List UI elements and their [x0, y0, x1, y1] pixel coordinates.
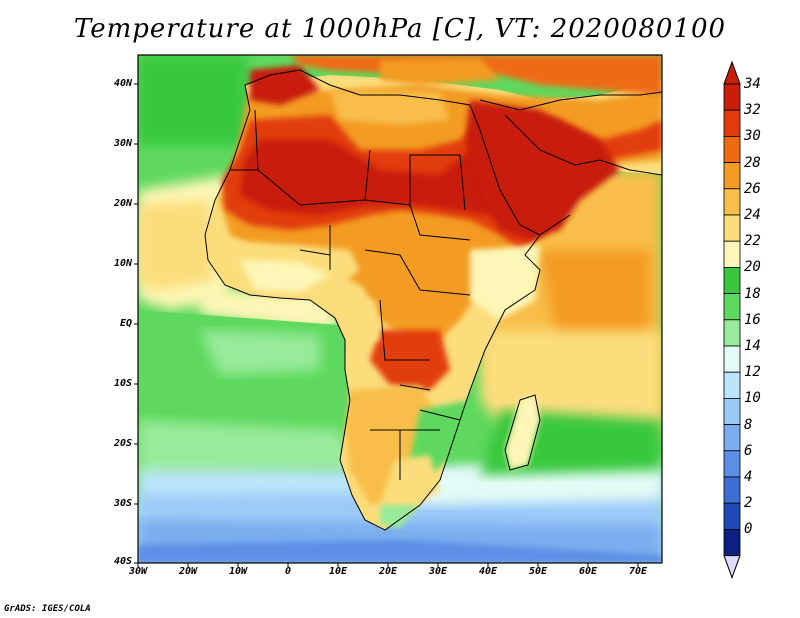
- lon-label: 20E: [378, 566, 398, 577]
- colorbar-swatch: [723, 450, 741, 478]
- colorbar-swatch: [723, 319, 741, 347]
- colorbar-swatch: [723, 371, 741, 399]
- colorbar-swatch: [723, 476, 741, 504]
- lon-label: 60E: [578, 566, 598, 577]
- lat-label: 30S: [113, 498, 132, 509]
- lat-label: 10N: [113, 258, 132, 269]
- colorbar-label: 6: [744, 442, 753, 459]
- colorbar-label: 14: [744, 338, 761, 354]
- lat-label: 40S: [113, 556, 132, 567]
- colorbar-label: 4: [744, 469, 753, 485]
- colorbar-swatch: [723, 135, 741, 163]
- colorbar: [723, 60, 741, 580]
- colorbar-top-arrow: [723, 60, 741, 85]
- colorbar-label: 8: [744, 416, 753, 433]
- colorbar-label: 16: [744, 311, 761, 328]
- colorbar-swatch: [723, 83, 741, 111]
- lon-label: 10W: [228, 566, 248, 577]
- colorbar-label: 18: [744, 285, 761, 302]
- coastlines: [204, 69, 662, 531]
- colorbar-label: 12: [744, 364, 761, 381]
- lon-label: 30E: [428, 566, 448, 577]
- temperature-field: [138, 55, 662, 563]
- colorbar-swatch: [723, 293, 741, 321]
- lat-label: 20N: [113, 198, 132, 209]
- colorbar-swatch: [723, 502, 741, 530]
- lon-label: 30W: [128, 566, 148, 577]
- axis-ticks: [134, 83, 639, 567]
- colorbar-label: 26: [744, 180, 761, 197]
- colorbar-swatch: [723, 424, 741, 452]
- lat-label: 30N: [113, 138, 132, 149]
- lon-label: 20W: [178, 566, 198, 577]
- colorbar-swatch: [723, 240, 741, 268]
- colorbar-label: 2: [744, 495, 753, 512]
- colorbar-swatch: [723, 162, 741, 190]
- colorbar-swatch: [723, 397, 741, 425]
- colorbar-label: 22: [744, 233, 761, 250]
- colorbar-label: 0: [744, 521, 753, 538]
- colorbar-label: 32: [744, 102, 761, 119]
- colorbar-label: 28: [744, 154, 761, 171]
- colorbar-label: 34: [744, 76, 761, 92]
- colorbar-swatch: [723, 266, 741, 294]
- footer-credit: GrADS: IGES/COLA: [4, 604, 91, 614]
- colorbar-bottom-arrow: [723, 555, 741, 580]
- colorbar-label: 30: [744, 128, 761, 145]
- colorbar-swatch: [723, 529, 741, 557]
- lon-label: 10E: [328, 566, 348, 577]
- lat-label: 10S: [113, 378, 132, 389]
- lat-label: EQ: [119, 318, 132, 329]
- lat-label: 20S: [113, 438, 132, 449]
- colorbar-swatch: [723, 188, 741, 216]
- colorbar-label: 20: [744, 259, 761, 276]
- lon-label: 70E: [628, 566, 648, 577]
- chart-title: Temperature at 1000hPa [C], VT: 20200801…: [73, 14, 727, 44]
- lon-label: 0: [284, 566, 292, 577]
- lat-label: 40N: [113, 78, 132, 89]
- colorbar-swatch: [723, 214, 741, 242]
- plot-frame: [137, 54, 663, 564]
- lon-label: 50E: [528, 566, 548, 577]
- colorbar-label: 24: [744, 207, 761, 223]
- colorbar-label: 10: [744, 390, 761, 407]
- lon-label: 40E: [478, 566, 498, 577]
- colorbar-swatch: [723, 345, 741, 373]
- colorbar-swatch: [723, 109, 741, 137]
